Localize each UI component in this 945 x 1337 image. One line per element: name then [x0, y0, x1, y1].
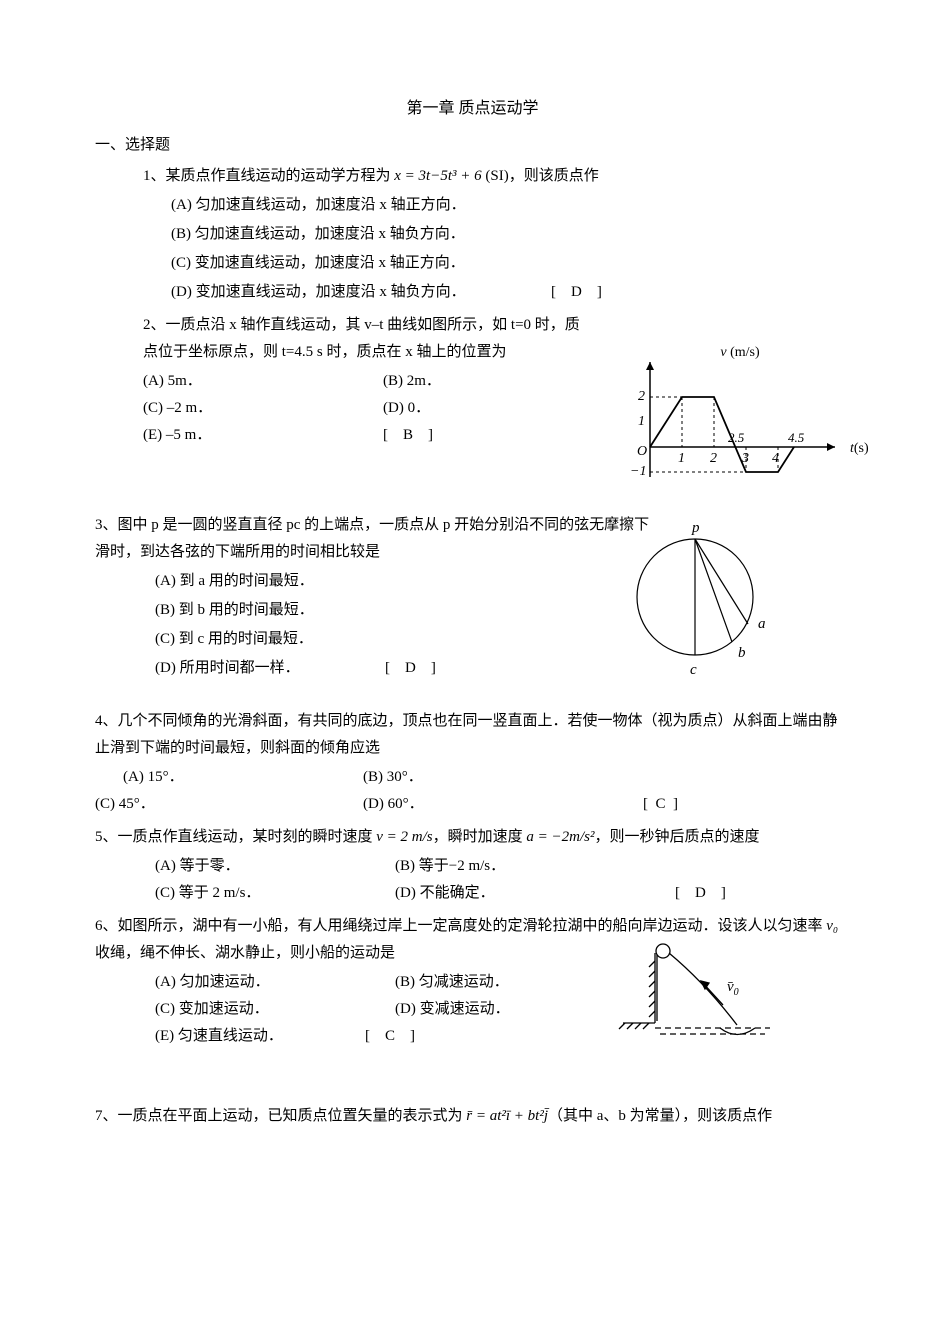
q4-option-c: (C) 45°． — [95, 791, 363, 818]
q6-option-c: (C) 变加速运动． — [155, 996, 395, 1023]
svg-text:O: O — [637, 444, 647, 459]
q7-eq: r̄ = at²ī + bt²j̄ — [466, 1108, 548, 1124]
svg-text:t(s): t(s) — [850, 441, 869, 456]
q5-option-b: (B) 等于−2 m/s． — [395, 853, 615, 880]
svg-text:c: c — [690, 662, 697, 678]
question-3: 3、图中 p 是一圆的竖直直径 pc 的上端点，一质点从 p 开始分别沿不同的弦… — [95, 512, 850, 692]
svg-text:v (m/s): v (m/s) — [720, 345, 760, 360]
q6-option-a: (A) 匀加速运动． — [155, 969, 395, 996]
q2-option-c: (C) –2 m． — [143, 395, 383, 422]
chapter-title: 第一章 质点运动学 — [95, 95, 850, 124]
q5-stem-pre: 5、一质点作直线运动，某时刻的瞬时速度 — [95, 829, 376, 845]
svg-text:2: 2 — [638, 389, 645, 404]
question-2: 2、一质点沿 x 轴作直线运动，其 v–t 曲线如图所示，如 t=0 时，质点位… — [95, 312, 850, 482]
q1-equation: x = 3t−5t³ + 6 — [394, 168, 481, 184]
q5-option-a: (A) 等于零． — [155, 853, 395, 880]
q6-option-d: (D) 变减速运动． — [395, 996, 615, 1023]
svg-text:b: b — [738, 645, 746, 661]
q5-option-d: (D) 不能确定． — [395, 880, 675, 907]
q7-stem-post: （其中 a、b 为常量），则该质点作 — [548, 1108, 772, 1124]
q5-answer: [ D ] — [675, 880, 850, 907]
q4-option-b: (B) 30°． — [363, 764, 583, 791]
q5-eq2: a = −2m/s² — [526, 829, 594, 845]
q6-answer: [ C ] — [365, 1023, 585, 1050]
question-4: 4、几个不同倾角的光滑斜面，有共同的底边，顶点也在同一竖直面上．若使一物体（视为… — [95, 708, 850, 818]
q6-stem-post: 收绳，绳不伸长、湖水静止，则小船的运动是 — [95, 945, 395, 961]
q1-option-d: (D) 变加速直线运动，加速度沿 x 轴负方向． — [171, 279, 551, 306]
question-7: 7、一质点在平面上运动，已知质点位置矢量的表示式为 r̄ = at²ī + bt… — [95, 1103, 850, 1130]
q2-option-a: (A) 5m． — [143, 368, 383, 395]
q2-chart: v (m/s) t(s) O 2 1 −1 1 2 2.5 3 4 4.5 — [610, 342, 870, 502]
q3-answer: [ D ] — [385, 655, 605, 682]
q6-diagram: v̄0 — [605, 933, 780, 1063]
q4-answer: [ C ] — [643, 791, 850, 818]
q5-stem-post: ，则一秒钟后质点的速度 — [595, 829, 760, 845]
q4-option-a: (A) 15°． — [123, 764, 363, 791]
q2-option-d: (D) 0． — [383, 395, 603, 422]
q7-stem: 7、一质点在平面上运动，已知质点位置矢量的表示式为 r̄ = at²ī + bt… — [95, 1103, 850, 1130]
q6-v0: v₀ — [826, 918, 838, 934]
q5-stem: 5、一质点作直线运动，某时刻的瞬时速度 v = 2 m/s，瞬时加速度 a = … — [95, 824, 850, 851]
svg-text:1: 1 — [678, 451, 685, 466]
q5-eq1: v = 2 m/s — [376, 829, 432, 845]
q2-option-b: (B) 2m． — [383, 368, 603, 395]
q1-answer: [ D ] — [551, 279, 771, 306]
q1-stem-post: (SI)，则该质点作 — [482, 168, 599, 184]
svg-text:1: 1 — [638, 414, 645, 429]
svg-text:−1: −1 — [630, 464, 646, 479]
question-5: 5、一质点作直线运动，某时刻的瞬时速度 v = 2 m/s，瞬时加速度 a = … — [95, 824, 850, 907]
q1-option-c: (C) 变加速直线运动，加速度沿 x 轴正方向． — [143, 250, 850, 277]
q3-option-d: (D) 所用时间都一样． — [155, 655, 385, 682]
q1-stem-pre: 1、某质点作直线运动的运动学方程为 — [143, 168, 394, 184]
q4-option-d: (D) 60°． — [363, 791, 643, 818]
q6-option-b: (B) 匀减速运动． — [395, 969, 615, 996]
svg-text:p: p — [691, 520, 700, 536]
section-header: 一、选择题 — [95, 132, 850, 159]
question-6: 6、如图所示，湖中有一小船，有人用绳绕过岸上一定高度处的定滑轮拉湖中的船向岸边运… — [95, 913, 850, 1063]
q4-stem: 4、几个不同倾角的光滑斜面，有共同的底边，顶点也在同一竖直面上．若使一物体（视为… — [95, 708, 850, 762]
q7-stem-pre: 7、一质点在平面上运动，已知质点位置矢量的表示式为 — [95, 1108, 466, 1124]
q3-diagram: p a b c — [610, 512, 790, 697]
q1-option-b: (B) 匀加速直线运动，加速度沿 x 轴负方向． — [143, 221, 850, 248]
svg-text:v̄0: v̄0 — [727, 979, 739, 998]
q5-stem-mid: ，瞬时加速度 — [433, 829, 527, 845]
svg-text:a: a — [758, 616, 766, 632]
q6-option-e: (E) 匀速直线运动． — [155, 1023, 365, 1050]
svg-text:2: 2 — [710, 451, 717, 466]
q5-option-c: (C) 等于 2 m/s． — [155, 880, 395, 907]
question-1: 1、某质点作直线运动的运动学方程为 x = 3t−5t³ + 6 (SI)，则该… — [95, 163, 850, 306]
q2-option-e: (E) –5 m． — [143, 422, 383, 449]
q2-answer: [ B ] — [383, 422, 603, 449]
q6-stem-pre: 6、如图所示，湖中有一小船，有人用绳绕过岸上一定高度处的定滑轮拉湖中的船向岸边运… — [95, 918, 826, 934]
svg-text:4.5: 4.5 — [788, 430, 805, 445]
q1-stem: 1、某质点作直线运动的运动学方程为 x = 3t−5t³ + 6 (SI)，则该… — [143, 163, 850, 190]
q1-option-a: (A) 匀加速直线运动，加速度沿 x 轴正方向． — [143, 192, 850, 219]
